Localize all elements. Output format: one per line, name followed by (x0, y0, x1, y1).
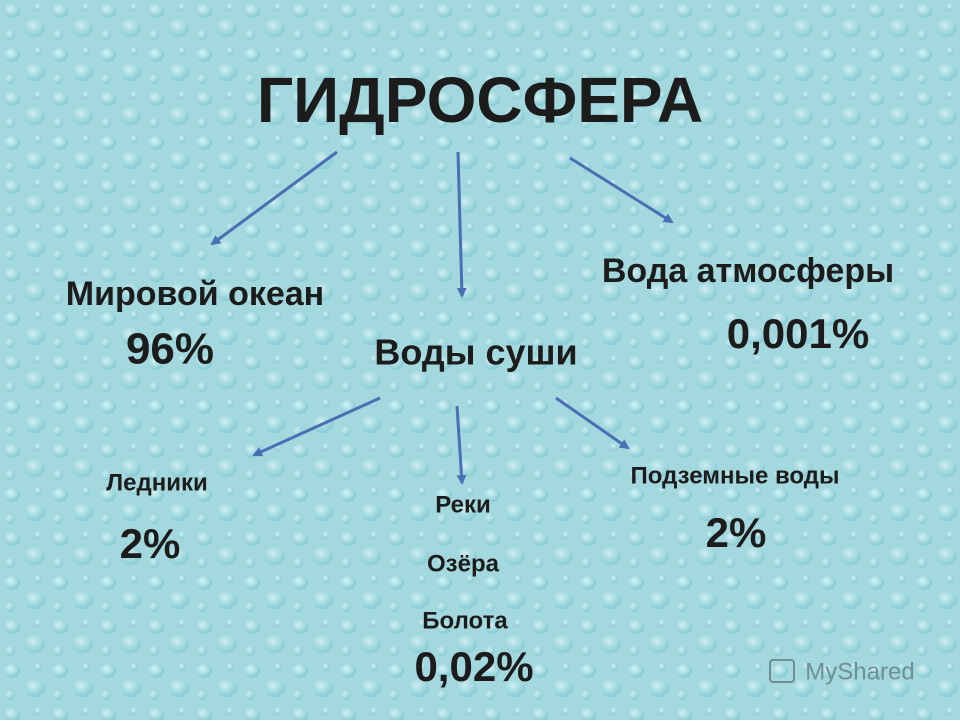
node-label: Воды суши (374, 332, 577, 373)
arrow (210, 150, 338, 246)
node-label: Вода атмосферы (602, 252, 894, 290)
node-share: 2% (706, 509, 767, 556)
node-label: Мировой океан (66, 275, 324, 313)
part-label: Болота (422, 607, 508, 634)
node-label: Ледники (106, 469, 207, 496)
node-share: 0,02% (414, 643, 533, 690)
node-share: 2% (120, 520, 181, 567)
part-label: Реки (435, 491, 491, 518)
arrow (555, 396, 630, 450)
title: ГИДРОСФЕРА (257, 64, 703, 136)
arrow (252, 396, 381, 457)
node-share: 96% (126, 325, 214, 374)
watermark: MyShared (805, 658, 914, 685)
arrow (456, 151, 467, 298)
node-label: Подземные воды (630, 462, 839, 489)
arrow (569, 156, 674, 224)
watermark-icon (769, 659, 795, 683)
node-share: 0,001% (727, 310, 869, 357)
part-label: Озёра (427, 550, 500, 577)
arrow (455, 405, 467, 485)
